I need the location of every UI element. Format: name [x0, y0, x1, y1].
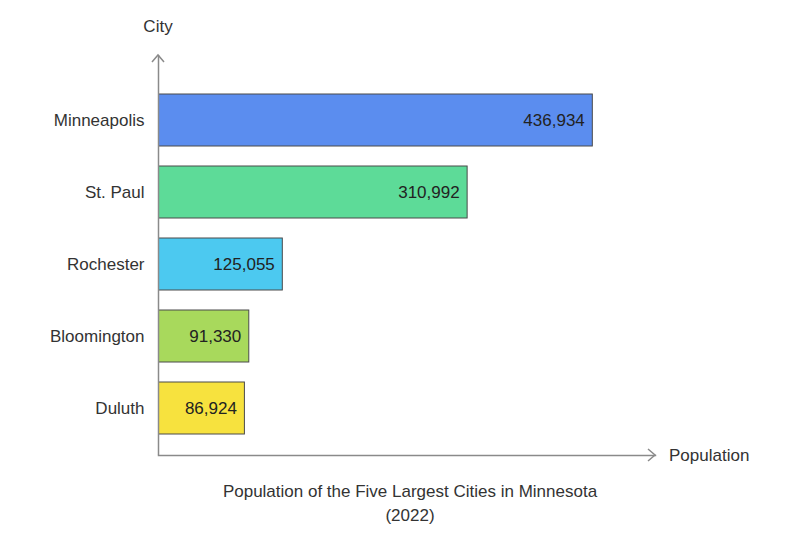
svg-text:St. Paul: St. Paul: [85, 183, 145, 202]
svg-text:Rochester: Rochester: [67, 255, 145, 274]
svg-text:Duluth: Duluth: [95, 399, 144, 418]
svg-text:125,055: 125,055: [213, 255, 274, 274]
svg-text:91,330: 91,330: [189, 327, 241, 346]
svg-text:Bloomington: Bloomington: [50, 327, 145, 346]
svg-text:City: City: [143, 17, 173, 36]
svg-text:Population: Population: [669, 446, 749, 465]
html-text:Population of the Five Largest: Population of the Five Largest Cities in…: [222, 482, 598, 525]
svg-text:436,934: 436,934: [523, 111, 584, 130]
svg-text:86,924: 86,924: [185, 399, 237, 418]
svg-text:310,992: 310,992: [398, 183, 459, 202]
svg-text:Minneapolis: Minneapolis: [54, 111, 145, 130]
